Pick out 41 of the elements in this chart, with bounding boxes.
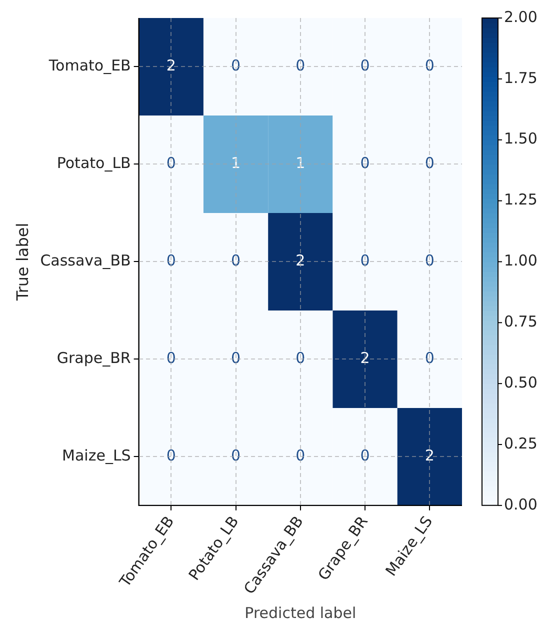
data-label: 0 <box>296 349 306 368</box>
data-label: 0 <box>360 154 370 172</box>
data-label: 0 <box>360 446 370 465</box>
color-bar-label: 0.50 <box>504 373 538 392</box>
data-label: 0 <box>166 446 176 465</box>
color-bar-label: 0.75 <box>504 312 538 331</box>
data-label: 0 <box>424 252 434 270</box>
y-tick-label: Cassava_BB <box>40 252 131 270</box>
color-bar-label: 2.00 <box>504 8 538 26</box>
data-label: 0 <box>424 56 434 75</box>
data-label: 0 <box>360 252 370 270</box>
y-tick-label: Potato_LB <box>56 154 131 172</box>
y-tick-label: Maize_LS <box>62 446 131 465</box>
data-label: 0 <box>231 252 241 270</box>
data-label: 2 <box>424 446 434 465</box>
data-label: 0 <box>166 252 176 270</box>
y-tick-label: Grape_BR <box>56 349 131 368</box>
color-bar-label: 1.50 <box>504 130 538 148</box>
color-bar-label: 1.25 <box>504 190 538 209</box>
x-axis-title: Predicted label <box>244 604 356 622</box>
data-label: 0 <box>296 56 306 75</box>
data-label: 0 <box>231 56 241 75</box>
data-label: 1 <box>296 154 306 172</box>
y-tick-label: Tomato_EB <box>48 56 131 75</box>
data-label: 2 <box>166 56 176 75</box>
data-label: 0 <box>231 349 241 368</box>
data-label: 0 <box>166 349 176 368</box>
color-bar-label: 0.25 <box>504 434 538 452</box>
color-bar-label: 1.75 <box>504 68 538 87</box>
data-label: 2 <box>296 252 306 270</box>
data-label: 0 <box>231 446 241 465</box>
data-label: 2 <box>360 349 370 368</box>
data-label: 0 <box>166 154 176 172</box>
color-bar-label: 0.00 <box>504 495 538 514</box>
color-bar-label: 1.00 <box>504 252 538 270</box>
data-label: 1 <box>231 154 241 172</box>
data-label: 0 <box>360 56 370 75</box>
data-label: 0 <box>296 446 306 465</box>
data-label: 0 <box>424 154 434 172</box>
data-label: 0 <box>424 349 434 368</box>
y-axis-title: True label <box>12 222 32 302</box>
